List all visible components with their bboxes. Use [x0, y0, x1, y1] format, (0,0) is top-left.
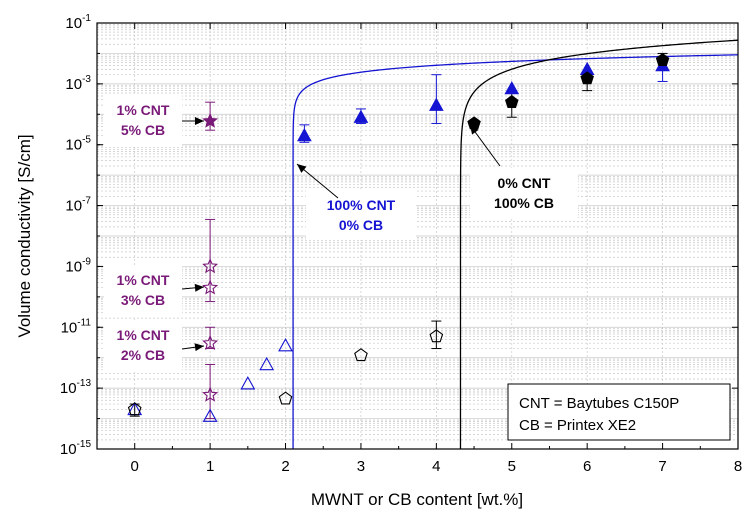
- data-point-pentagon-filled: [504, 95, 519, 108]
- x-tick-label: 5: [508, 458, 516, 475]
- y-tick-label: 10-11: [61, 317, 92, 336]
- data-point-star-open: [202, 386, 219, 402]
- annotation-bg: [306, 190, 416, 240]
- data-point-triangle-filled: [297, 128, 312, 142]
- legend-box: CNT = Baytubes C150P CB = Printex XE2: [507, 383, 731, 441]
- legend-line-cnt: CNT = Baytubes C150P: [519, 395, 679, 412]
- annotation-arrows: [181, 117, 501, 352]
- annotation-text-line: 3% CB: [121, 292, 165, 308]
- annotation-bg: [104, 265, 182, 317]
- annotation-text-line: 1% CNT: [117, 327, 170, 343]
- x-tick-label: 8: [734, 458, 742, 475]
- data-point-pentagon-open: [354, 348, 368, 362]
- y-tick-label: 10-1: [65, 13, 91, 32]
- data-point-pentagon-filled: [580, 71, 594, 85]
- annotation-labels: 1% CNT 5% CB 1% CNT 3% CB 1% CNT 2% CB 100% CN…: [117, 102, 554, 363]
- data-point-pentagon-open: [278, 391, 293, 405]
- data-point-star-open: [202, 334, 219, 351]
- x-axis-label: MWNT or CB content [wt.%]: [311, 490, 523, 509]
- annotation-arrow-head: [194, 343, 204, 352]
- data-point-triangle-open: [278, 337, 293, 352]
- x-tick-label: 1: [206, 458, 214, 475]
- annotation-text-line: 100% CB: [494, 195, 554, 211]
- y-tick-label: 10-9: [65, 256, 91, 275]
- annotation-text-line: 5% CB: [121, 122, 165, 138]
- annotation-text-line: 2% CB: [121, 347, 165, 363]
- data-point-star-filled: [202, 112, 219, 128]
- data-point-triangle-open: [202, 408, 218, 422]
- x-tick-label: 3: [357, 458, 365, 475]
- x-tick-label: 4: [432, 458, 440, 475]
- annotation-text-line: 1% CNT: [117, 272, 170, 288]
- y-axis-label: Volume conductivity [S/cm]: [15, 134, 34, 337]
- annotation-text-line: 0% CNT: [498, 175, 551, 191]
- x-tick-label: 7: [658, 458, 666, 475]
- y-tick-label: 10-13: [60, 378, 92, 397]
- fit-curves: [292, 39, 739, 450]
- annotation-arrow-head: [470, 125, 479, 135]
- data-point-triangle-filled: [429, 97, 444, 111]
- annotation-text-line: 100% CNT: [327, 197, 396, 213]
- data-point-star-open: [202, 279, 219, 295]
- data-point-triangle-open: [259, 356, 275, 371]
- annotation-arrow-head: [194, 283, 204, 292]
- data-point-pentagon-open: [429, 329, 444, 343]
- grid-lines: [97, 23, 739, 450]
- y-tick-label: 10-5: [65, 135, 91, 154]
- data-point-triangle-open: [240, 376, 256, 390]
- x-tick-label: 6: [583, 458, 591, 475]
- annotation-bg: [104, 95, 182, 147]
- y-tick-label: 10-15: [60, 439, 92, 458]
- legend-box-frame: [507, 383, 731, 441]
- x-tick-label: 2: [281, 458, 289, 475]
- fit-curve-1: [459, 39, 739, 450]
- y-tick-label: 10-7: [65, 196, 91, 215]
- annotation-backgrounds: [104, 95, 578, 372]
- data-point-star-open: [202, 257, 219, 274]
- data-point-pentagon-filled: [655, 53, 670, 66]
- fit-curve-0: [292, 54, 739, 450]
- data-point-pentagon-open: [127, 402, 142, 416]
- annotation-bg: [104, 320, 182, 372]
- data-point-triangle-filled: [353, 109, 369, 123]
- y-tick-label: 10-3: [65, 74, 91, 93]
- axis-ticks: 0 1 2 3 4 5 6 7 8 10-15 10-13 10-11 10-9 10-7 10-5 10-3…: [60, 13, 742, 475]
- annotation-text-line: 0% CB: [339, 217, 383, 233]
- annotation-arrow-head: [195, 117, 204, 125]
- annotation-bg: [470, 168, 578, 218]
- annotation-arrow-head: [297, 164, 307, 173]
- data-point-triangle-filled: [504, 81, 520, 95]
- legend-line-cb: CB = Printex XE2: [519, 417, 636, 434]
- annotation-text-line: 1% CNT: [117, 102, 170, 118]
- x-tick-label: 0: [131, 458, 139, 475]
